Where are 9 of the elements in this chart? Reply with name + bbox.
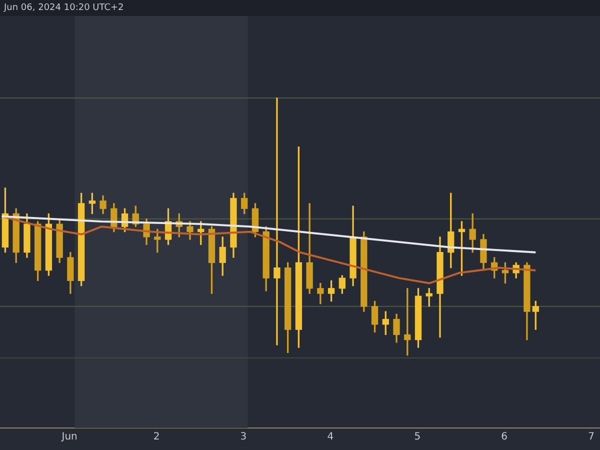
text: Jun 06, 2024 10:20 UTC+2: [4, 3, 124, 13]
x-tick-label: 4: [327, 432, 334, 443]
x-tick-label: 5: [414, 432, 421, 443]
x-tick-label: Jun: [60, 432, 78, 443]
x-tick-label: 6: [501, 432, 508, 443]
x-tick-label: 7: [588, 432, 594, 443]
x-tick-label: 2: [153, 432, 160, 443]
x-tick-label: 3: [240, 432, 247, 443]
candlestick: [274, 98, 280, 346]
